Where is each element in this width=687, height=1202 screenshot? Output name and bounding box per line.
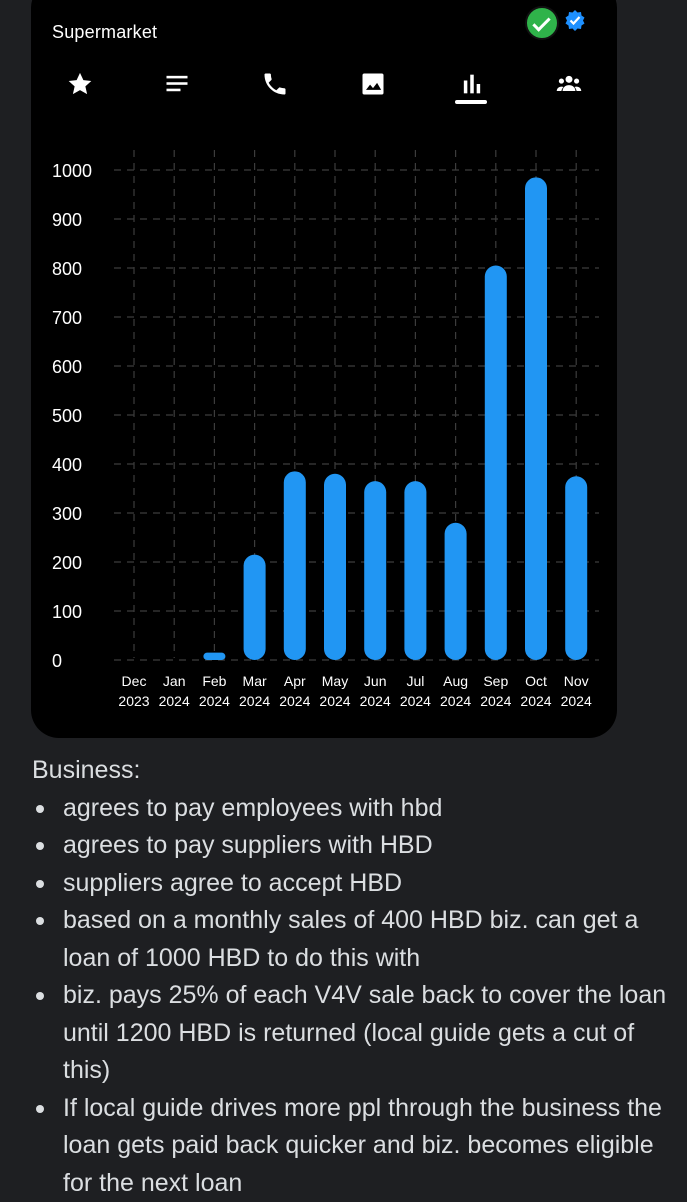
notes-heading: Business:	[32, 752, 672, 790]
chart-bar	[244, 555, 266, 660]
list-item: biz. pays 25% of each V4V sale back to c…	[32, 977, 672, 1090]
list-item: agrees to pay employees with hbd	[32, 790, 672, 828]
x-tick-label-month: Jan	[163, 673, 186, 689]
x-tick-label-month: Feb	[202, 673, 226, 689]
chart-bar	[324, 474, 346, 660]
chart-bar	[404, 481, 426, 660]
y-tick-label: 500	[52, 406, 82, 426]
chart-bar	[284, 471, 306, 660]
chart-bar	[525, 177, 547, 660]
y-tick-label: 300	[52, 504, 82, 524]
chart-bar	[485, 266, 507, 660]
sales-bar-chart: 0 100 200 300 400 500 600 700 800 900 1000 Dec 2023 J…	[31, 0, 617, 738]
x-tick-label-year: 2024	[239, 693, 270, 709]
x-tick-label-month: Apr	[284, 673, 306, 689]
x-tick-label-month: Sep	[483, 673, 508, 689]
notes-list: agrees to pay employees with hbd agrees …	[32, 790, 672, 1202]
business-notes: Business: agrees to pay employees with h…	[32, 752, 672, 1202]
business-card: Supermarket	[31, 0, 617, 738]
y-tick-label: 700	[52, 308, 82, 328]
x-tick-label-year: 2024	[319, 693, 350, 709]
x-tick-label-year: 2024	[480, 693, 511, 709]
list-item: suppliers agree to accept HBD	[32, 865, 672, 903]
chart-bar	[565, 476, 587, 660]
x-tick-label-year: 2024	[400, 693, 431, 709]
x-tick-label-month: Dec	[122, 673, 147, 689]
chart-bar	[445, 523, 467, 660]
y-tick-label: 200	[52, 553, 82, 573]
x-tick-label-year: 2024	[360, 693, 391, 709]
y-tick-label: 100	[52, 602, 82, 622]
x-tick-label-year: 2024	[279, 693, 310, 709]
chart-bar	[203, 653, 225, 660]
x-tick-label-month: Mar	[243, 673, 267, 689]
x-tick-label-month: Jul	[406, 673, 424, 689]
x-tick-label-year: 2024	[520, 693, 551, 709]
x-tick-label-month: Nov	[564, 673, 589, 689]
y-tick-label: 0	[52, 651, 62, 671]
x-tick-label-month: Oct	[525, 673, 547, 689]
x-tick-label-month: Jun	[364, 673, 387, 689]
x-tick-label-year: 2023	[118, 693, 149, 709]
x-tick-label-month: May	[322, 673, 348, 689]
x-tick-label-year: 2024	[561, 693, 592, 709]
y-tick-label: 900	[52, 210, 82, 230]
y-tick-label: 400	[52, 455, 82, 475]
y-tick-label: 600	[52, 357, 82, 377]
chart-bar	[364, 481, 386, 660]
list-item: agrees to pay suppliers with HBD	[32, 827, 672, 865]
y-tick-label: 1000	[52, 161, 92, 181]
list-item: If local guide drives more ppl through t…	[32, 1090, 672, 1202]
y-tick-label: 800	[52, 259, 82, 279]
list-item: based on a monthly sales of 400 HBD biz.…	[32, 902, 672, 977]
x-tick-label-year: 2024	[199, 693, 230, 709]
x-tick-label-year: 2024	[159, 693, 190, 709]
x-tick-label-year: 2024	[440, 693, 471, 709]
x-tick-label-month: Aug	[443, 673, 468, 689]
